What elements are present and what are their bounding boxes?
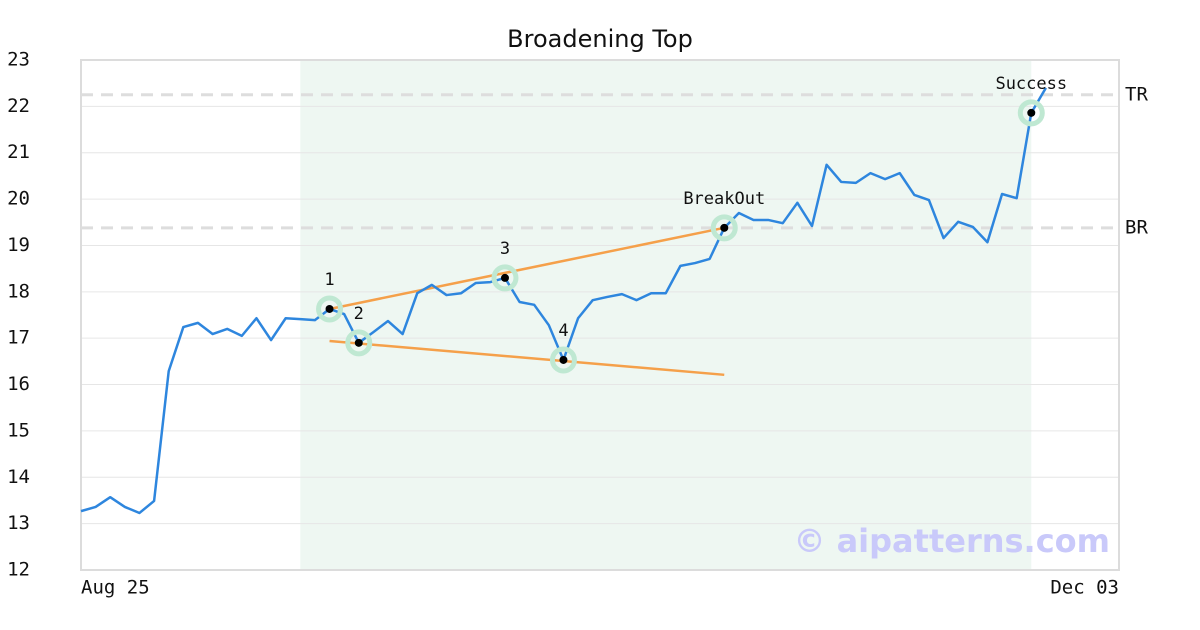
y-tick-label: 21 [7,141,30,163]
pattern-point-halo [345,329,373,357]
level-label: BR [1125,216,1148,238]
highlight-region [300,60,1032,570]
y-tick-label: 13 [7,512,30,534]
pattern-label: 4 [558,321,568,341]
y-tick-label: 12 [7,559,30,581]
pattern-label: 3 [500,239,510,259]
pattern-label: 2 [354,304,364,324]
level-label: TR [1125,83,1148,105]
pattern-point [720,223,729,232]
pattern-point [1027,108,1036,117]
pattern-point [559,355,568,364]
y-tick-label: 23 [7,49,30,71]
y-tick-label: 19 [7,234,30,256]
x-tick-label: Dec 03 [1050,577,1119,599]
y-tick-label: 16 [7,373,30,395]
y-tick-label: 22 [7,95,30,117]
chart-title: Broadening Top [507,25,693,53]
pattern-label: 1 [324,270,334,290]
y-tick-label: 15 [7,419,30,441]
y-tick-label: 14 [7,466,30,488]
pattern-point [354,338,363,347]
y-tick-label: 17 [7,327,30,349]
pattern-point [325,304,334,313]
trend-line [329,226,725,311]
trend-line [329,339,725,377]
pattern-point-halo [710,214,738,242]
pattern-point-halo [316,295,344,323]
watermark: © aipatterns.com [793,522,1110,560]
pattern-label: Success [995,74,1067,94]
pattern-point [500,273,509,282]
y-tick-label: 18 [7,280,30,302]
plot-frame [80,59,1120,571]
pattern-label: BreakOut [683,189,765,209]
pattern-point-halo [549,346,577,374]
pattern-point-halo [491,264,519,292]
pattern-point-halo [1017,99,1045,127]
y-tick-label: 20 [7,188,30,210]
x-tick-label: Aug 25 [81,577,150,599]
